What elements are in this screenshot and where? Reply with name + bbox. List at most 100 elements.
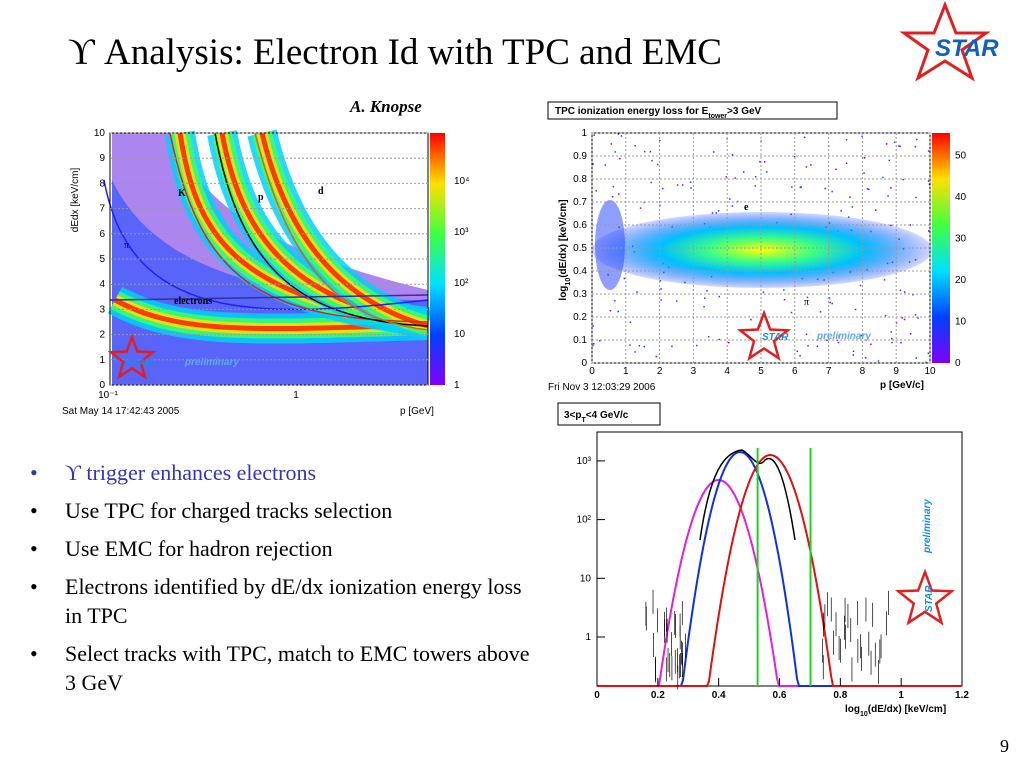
annotation: K (178, 188, 186, 199)
annotation: π (124, 240, 129, 251)
y-tick-label: 0 (581, 358, 587, 369)
scatter-dot (660, 299, 663, 301)
x-tick-label: 6 (792, 366, 798, 377)
y-tick-label: 10² (577, 515, 592, 526)
y-tick-label: 9 (99, 153, 105, 164)
scatter-dot (831, 302, 833, 305)
preliminary: preliminary (816, 331, 871, 342)
scatter-dot (659, 280, 662, 282)
scatter-dot (890, 337, 893, 340)
data-curve (699, 449, 796, 541)
x-tick-label: 10 (924, 366, 936, 377)
scatter-dot (754, 185, 757, 187)
scatter-dot (915, 196, 917, 199)
scatter-dot (927, 352, 930, 354)
scatter-dot (656, 163, 659, 166)
title-box (557, 402, 661, 426)
scatter-dot (695, 344, 698, 347)
y-tick-label: 7 (99, 204, 105, 215)
x-tick-label: 0.2 (651, 690, 665, 701)
scatter-dot (885, 143, 888, 145)
scatter-dot (914, 145, 917, 148)
y-tick-label: 6 (99, 229, 105, 240)
scatter-dot (783, 299, 786, 301)
plot-title-part: 3<p (564, 410, 582, 421)
scatter-dot (863, 172, 865, 174)
y-tick-label: 0.2 (573, 312, 587, 323)
scatter-dot (715, 212, 718, 214)
colorbar-label: 10³ (454, 227, 469, 238)
annotation: π (804, 297, 809, 308)
colorbar-label: 50 (955, 151, 967, 162)
scatter-dot (595, 190, 598, 192)
scatter-dot (636, 291, 638, 293)
timestamp: Sat May 14 17:42:43 2005 (62, 406, 180, 417)
scatter-dot (925, 361, 927, 364)
y-tick-label: 5 (99, 254, 105, 265)
scatter-dot (660, 288, 662, 290)
x-tick-label: 0.8 (833, 690, 847, 701)
scatter-dot (604, 164, 607, 166)
scatter-dot (877, 360, 880, 362)
bullet: ϒ trigger enhances electrons (30, 458, 530, 487)
scatter-dot (655, 355, 658, 358)
scatter-dot (828, 297, 831, 299)
scatter-dot (831, 190, 833, 193)
scatter-dot (651, 159, 653, 162)
scatter-dot (634, 351, 636, 353)
scatter-dot (762, 291, 765, 293)
scatter-dot (750, 318, 752, 321)
scatter-dot (593, 342, 595, 345)
scatter-dot (650, 181, 652, 184)
title-box (547, 101, 838, 120)
x-tick-label: 10⁻¹ (98, 390, 118, 401)
plot-title-part: tower (708, 113, 727, 120)
scatter-dot (854, 308, 857, 311)
scatter-dot (643, 150, 646, 153)
scatter-dot (805, 166, 808, 168)
scatter-dot (617, 133, 620, 135)
scatter-dot (904, 291, 906, 293)
y-axis-label: log10(dE/dx) [keV/cm] (558, 199, 572, 300)
scatter-dot (863, 157, 866, 159)
scatter-dot (824, 187, 826, 190)
scatter-dot (799, 186, 802, 189)
scatter-dot (838, 336, 840, 338)
scatter-dot (707, 336, 710, 338)
plot-2: 00.10.20.30.40.50.60.70.80.910 1 2 3 4 5 6 7 8 9 1… (540, 101, 967, 395)
scatter-dot (742, 171, 745, 173)
star-icon (736, 309, 792, 362)
scatter-dot (766, 171, 768, 173)
scatter-dot (899, 145, 901, 148)
colorbar-label: 10² (454, 278, 469, 289)
scatter-dot (759, 161, 761, 163)
scatter-dot (887, 195, 889, 197)
bullet-list: ϒ trigger enhances electrons Use TPC for … (30, 458, 530, 706)
fit-curve (214, 132, 429, 327)
scatter-dot (681, 184, 684, 186)
scatter-dot (763, 161, 766, 163)
y-axis-label-part: (dE/dx) [keV/cm] (558, 199, 569, 277)
x-tick-label: 5 (758, 366, 764, 377)
colorbar-label: 40 (955, 192, 967, 203)
y-tick-label: 2 (99, 330, 105, 341)
scatter-dot (838, 334, 840, 337)
scatter-dot (675, 300, 678, 302)
scatter-dot (609, 309, 612, 312)
scatter-dot (900, 341, 902, 344)
y-tick-label: 0.5 (573, 243, 587, 254)
annotation: electrons (174, 296, 212, 307)
scatter-dot (791, 186, 793, 188)
plot-title-part: >3 GeV (727, 106, 762, 117)
scatter-dot (927, 180, 930, 182)
scatter-dot (868, 188, 870, 191)
star-text: STAR (924, 585, 935, 612)
scatter-dot (703, 305, 705, 308)
scatter-dot (826, 339, 828, 342)
plot-title: TPC ionization energy loss for Etower>3 … (555, 106, 762, 120)
scatter-dot (852, 354, 854, 356)
scatter-dot (901, 317, 903, 319)
heat-band (259, 132, 429, 329)
scatter-dot (903, 318, 906, 321)
timestamp: Fri Nov 3 12:03:29 2006 (548, 382, 656, 393)
